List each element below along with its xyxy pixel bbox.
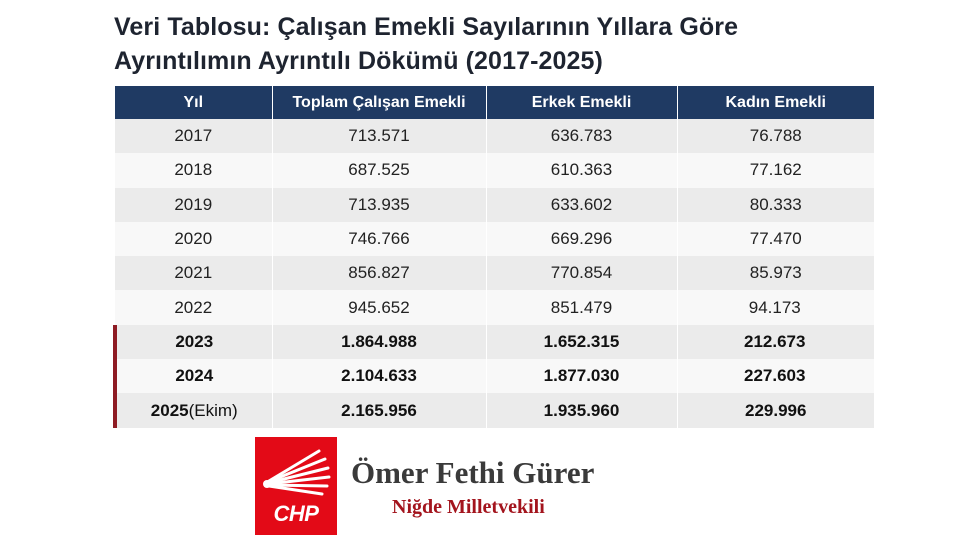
year-value: 2020 [174,229,213,249]
table-header-row: Yıl Toplam Çalışan Emekli Erkek Emekli K… [115,86,874,119]
cell-male: 770.854 [486,256,678,291]
cell-male: 669.296 [486,221,678,257]
cell-male: 1.877.030 [486,359,678,394]
cell-year: 2024 [113,359,273,394]
cell-year: 2023 [113,324,273,360]
year-value: 2022 [174,297,213,317]
cell-total: 945.652 [272,290,487,325]
person-name: Ömer Fethi Gürer [351,455,595,490]
year-value: 2021 [174,263,213,283]
cell-year: 2021 [115,256,273,291]
cell-total: 856.827 [272,256,487,291]
table-row: 2019 713.935 633.602 80.333 [115,187,874,222]
cell-total: 2.104.633 [272,359,487,394]
cell-year: 2025(Ekim) [113,393,273,428]
year-value: 2018 [174,160,213,180]
year-value: 2025 [150,400,189,420]
column-header-female: Kadın Emekli [677,86,874,119]
page-title-line-1: Veri Tablosu: Çalışan Emekli Sayılarının… [114,13,739,41]
cell-total: 687.525 [272,153,487,188]
table-body: 2017 713.571 636.783 76.788 2018 687.525 610.3… [113,119,874,428]
cell-female: 227.603 [677,359,874,394]
table-row: 2025(Ekim) 2.165.956 1.935.960 229.996 [113,393,874,428]
cell-male: 1.935.960 [486,393,678,428]
cell-year: 2022 [115,290,273,325]
cell-male: 610.363 [486,153,678,188]
cell-total: 2.165.956 [272,393,487,428]
table-row: 2023 1.864.988 1.652.315 212.673 [113,324,874,360]
data-table: Yıl Toplam Çalışan Emekli Erkek Emekli K… [113,86,876,428]
cell-female: 212.673 [677,324,874,360]
cell-year: 2017 [115,119,273,154]
cell-year: 2019 [115,187,273,222]
cell-male: 636.783 [486,119,678,154]
cell-female: 85.973 [677,256,874,291]
cell-male: 633.602 [486,187,678,222]
column-header-year: Yıl [115,86,273,119]
table-row: 2018 687.525 610.363 77.162 [115,153,874,188]
table-row: 2022 945.652 851.479 94.173 [115,290,874,325]
cell-female: 77.162 [677,153,874,188]
logo-text: CHP [273,501,319,526]
year-value: 2023 [175,331,214,351]
page-title-line-2: Ayrıntılımın Ayrıntılı Dökümü (2017-2025… [114,47,603,75]
cell-total: 1.864.988 [272,324,487,360]
year-suffix: (Ekim) [188,400,238,420]
cell-female: 94.173 [677,290,874,325]
six-arrows-icon [263,449,331,496]
column-header-total: Toplam Çalışan Emekli [272,86,487,119]
table-row: 2021 856.827 770.854 85.973 [115,256,874,291]
year-value: 2017 [174,126,213,146]
table-row: 2020 746.766 669.296 77.470 [115,221,874,257]
table-row: 2024 2.104.633 1.877.030 227.603 [113,359,874,394]
cell-total: 746.766 [272,221,487,257]
cell-female: 77.470 [677,221,874,257]
column-header-male: Erkek Emekli [486,86,678,119]
cell-female: 229.996 [677,393,874,428]
cell-total: 713.935 [272,187,487,222]
page-title: Veri Tablosu: Çalışan Emekli Sayılarının… [114,10,894,78]
cell-year: 2018 [115,153,273,188]
chp-logo: CHP [255,437,337,535]
person-role: Niğde Milletvekili [392,496,545,518]
table-row: 2017 713.571 636.783 76.788 [115,119,874,154]
year-value: 2024 [175,366,214,386]
cell-female: 80.333 [677,187,874,222]
cell-total: 713.571 [272,119,487,154]
cell-year: 2020 [115,221,273,257]
cell-female: 76.788 [677,119,874,154]
cell-male: 851.479 [486,290,678,325]
year-value: 2019 [174,194,213,214]
cell-male: 1.652.315 [486,324,678,360]
